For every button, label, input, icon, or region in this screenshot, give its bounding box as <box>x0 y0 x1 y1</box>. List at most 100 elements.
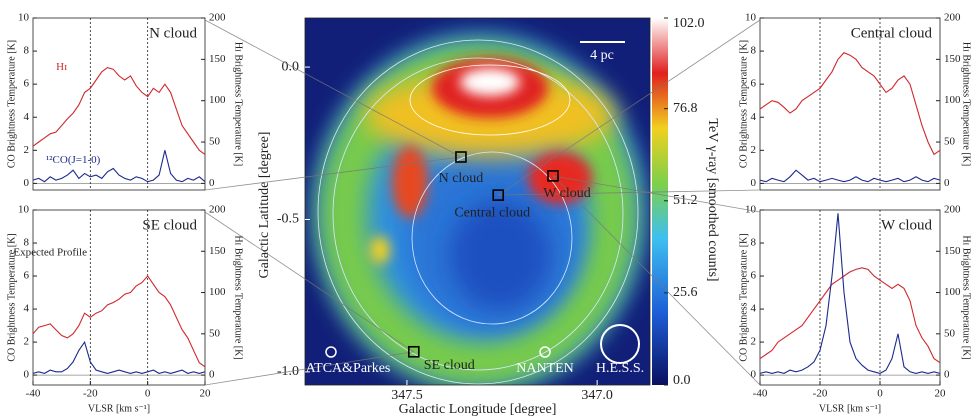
panel-title: N cloud <box>149 25 197 41</box>
x-tick-label: -20 <box>813 388 828 400</box>
y-axis-label: CO Brightness Temperature [K] <box>6 233 17 361</box>
connector <box>498 19 761 196</box>
y2-tick-label: 150 <box>944 245 961 257</box>
y-tick-label: 4 <box>24 303 30 315</box>
y2-tick-label: 50 <box>944 327 956 339</box>
region-box <box>547 170 559 182</box>
colorbar-tick-label: 76.8 <box>673 101 698 116</box>
connector <box>498 189 761 196</box>
y-tick-label: 2 <box>751 336 757 348</box>
x-axis-label: VLSR [km s⁻¹] <box>88 403 150 414</box>
x-tick-label: 0 <box>877 388 883 400</box>
colorbar-tick-label: 51.2 <box>673 193 698 208</box>
y2-tick-label: 100 <box>209 286 226 298</box>
colorbar <box>652 18 668 385</box>
x-tick-label: 347.5 <box>391 388 423 403</box>
panel-title: SE cloud <box>142 217 197 233</box>
region-box <box>455 151 467 163</box>
colorbar-tick-label: 102.0 <box>673 16 705 31</box>
x-axis-label: Galactic Longitude [degree] <box>399 402 557 417</box>
panel-title: Central cloud <box>851 25 933 41</box>
y-tick-label: 8 <box>24 237 30 249</box>
y2-axis-label: Hɪ Brightness Temperature [K] <box>961 235 972 359</box>
annotation: ¹²CO(J=1-0) <box>46 154 101 166</box>
connector <box>552 175 761 386</box>
x-tick-label: -40 <box>26 388 41 400</box>
connector <box>204 156 462 191</box>
y-tick-label: 10 <box>18 204 30 216</box>
panel-title: W cloud <box>881 217 932 233</box>
beam-label: NANTEN <box>516 361 574 376</box>
connector <box>552 175 761 213</box>
y2-tick-label: 50 <box>209 136 221 148</box>
y-tick-label: 4 <box>24 111 30 123</box>
annotation: Expected Profile <box>13 246 87 258</box>
annotation: Hɪ <box>56 61 67 73</box>
y-tick-label: 2 <box>24 336 30 348</box>
y-tick-label: 6 <box>751 270 757 282</box>
y2-tick-label: 150 <box>944 53 961 65</box>
x-tick-label: -40 <box>753 388 768 400</box>
plot-frame <box>759 17 941 191</box>
series-line <box>759 52 941 156</box>
y2-tick-label: 200 <box>209 12 226 24</box>
y-axis-label: CO Brightness Temperature [K] <box>738 40 749 168</box>
y-axis-label: CO Brightness Temperature [K] <box>6 40 17 168</box>
beam-label: ATCA&Parkes <box>306 361 391 376</box>
region-label: N cloud <box>439 171 484 186</box>
y2-tick-label: 100 <box>944 94 961 106</box>
plot-frame <box>32 17 206 191</box>
y2-tick-label: 200 <box>944 12 961 24</box>
y-tick-label: 0 <box>24 177 30 189</box>
series-line <box>759 213 941 374</box>
y2-tick-label: 100 <box>209 94 226 106</box>
y-tick-label: 4 <box>751 111 757 123</box>
region-label: SE cloud <box>424 358 475 373</box>
x-tick-label: 20 <box>200 388 212 400</box>
y2-tick-label: 200 <box>944 204 961 216</box>
y2-axis-label: Hɪ Brightness Temperature [K] <box>233 42 244 166</box>
series-line <box>32 340 206 374</box>
y2-tick-label: 100 <box>944 286 961 298</box>
series-line <box>759 169 941 183</box>
y-tick-label: 4 <box>751 303 757 315</box>
y-tick-label: 0 <box>751 369 757 381</box>
y2-tick-label: 0 <box>944 369 950 381</box>
series-line <box>32 66 206 155</box>
x-tick-label: 347.0 <box>581 388 613 403</box>
plot-frame <box>759 209 941 386</box>
y2-tick-label: 200 <box>209 204 226 216</box>
plot-frame <box>32 209 206 386</box>
y2-axis-label: Hɪ Brightness Temperature [K] <box>961 42 972 166</box>
region-label: Central cloud <box>454 205 530 220</box>
y-tick-label: 2 <box>24 144 30 156</box>
x-tick-label: 0 <box>145 388 151 400</box>
y-tick-label: 6 <box>24 270 30 282</box>
region-label: W cloud <box>543 186 591 201</box>
colorbar-label: TeV γ-ray [smoothed counts] <box>705 118 720 281</box>
y-tick-label: 10 <box>18 12 30 24</box>
y-tick-label: 0 <box>751 177 757 189</box>
series-line <box>32 150 206 183</box>
y-axis-label: CO Brightness Temperature [K] <box>738 233 749 361</box>
series-line <box>32 275 206 368</box>
beam-label: H.E.S.S. <box>596 361 644 376</box>
y2-tick-label: 0 <box>209 369 215 381</box>
y2-tick-label: 150 <box>209 53 226 65</box>
series-line <box>759 267 941 364</box>
y-tick-label: 10 <box>745 204 757 216</box>
y-tick-label: 8 <box>24 45 30 57</box>
y2-tick-label: 150 <box>209 245 226 257</box>
y2-tick-label: 0 <box>209 177 215 189</box>
scale-bar-label: 4 pc <box>590 48 614 63</box>
colorbar-tick-label: 25.6 <box>673 285 698 300</box>
y2-tick-label: 50 <box>944 136 956 148</box>
connector <box>204 351 414 386</box>
colorbar-tick-label: 0.0 <box>673 373 691 388</box>
y-tick-label: 6 <box>751 78 757 90</box>
y-tick-label: 0.0 <box>282 59 300 74</box>
y-tick-label: -0.5 <box>277 212 299 227</box>
connector <box>204 211 415 353</box>
y-tick-label: 10 <box>745 12 757 24</box>
